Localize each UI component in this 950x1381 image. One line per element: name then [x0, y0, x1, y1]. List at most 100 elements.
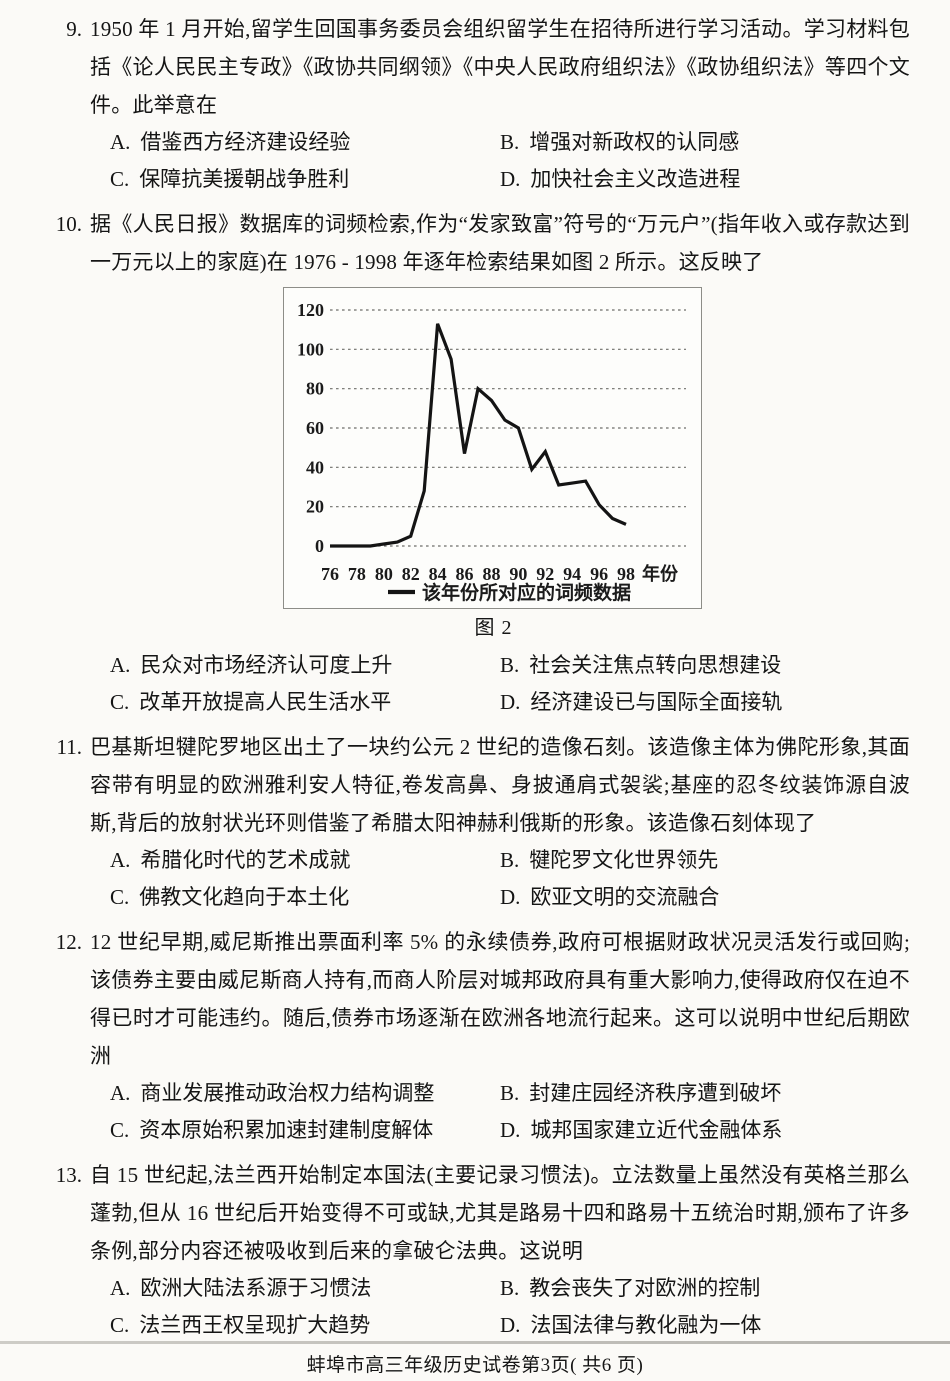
- option-label: D.: [500, 690, 521, 714]
- option-text: 改革开放提高人民生活水平: [139, 690, 392, 714]
- option-text: 经济建设已与国际全面接轨: [530, 690, 783, 714]
- question-body: 巴基斯坦犍陀罗地区出土了一块约公元 2 世纪的造像石刻。该造像主体为佛陀形象,其…: [90, 728, 910, 916]
- option-text: 借鉴西方经济建设经验: [140, 130, 351, 154]
- x-tick-label: 90: [509, 564, 527, 584]
- option-label: D.: [500, 167, 521, 191]
- x-tick-label: 86: [456, 564, 474, 584]
- option-b: B. 教会丧失了对欧洲的控制: [500, 1270, 910, 1307]
- option-label: B.: [500, 1276, 520, 1300]
- options-grid: A. 民众对市场经济认可度上升 B. 社会关注焦点转向思想建设 C. 改革开放提高人民…: [110, 647, 910, 721]
- x-tick-label: 96: [590, 564, 608, 584]
- y-tick-label: 100: [297, 339, 324, 359]
- x-tick-label: 92: [536, 564, 554, 584]
- option-text: 希腊化时代的艺术成就: [140, 848, 351, 872]
- option-text: 增强对新政权的认同感: [529, 130, 740, 154]
- option-label: C.: [110, 1118, 130, 1142]
- option-text: 封建庄园经济秩序遭到破坏: [529, 1081, 782, 1105]
- option-label: B.: [500, 848, 520, 872]
- option-a: A. 商业发展推动政治权力结构调整: [110, 1075, 500, 1112]
- question-10: 10. 据《人民日报》数据库的词频检索,作为“发家致富”符号的“万元户”(指年收…: [40, 205, 910, 721]
- option-text: 犍陀罗文化世界领先: [529, 848, 719, 872]
- x-tick-label: 94: [563, 564, 581, 584]
- option-text: 欧洲大陆法系源于习惯法: [140, 1276, 372, 1300]
- option-text: 法国法律与教化融为一体: [530, 1313, 762, 1337]
- question-number: 12.: [55, 930, 82, 954]
- option-label: A.: [110, 653, 131, 677]
- option-b: B. 封建庄园经济秩序遭到破坏: [500, 1075, 910, 1112]
- question-number: 11.: [56, 735, 82, 759]
- y-tick-label: 0: [315, 536, 324, 556]
- option-d: D. 加快社会主义改造进程: [500, 161, 910, 198]
- question-stem: 自 15 世纪起,法兰西开始制定本国法(主要记录习惯法)。立法数量上虽然没有英格…: [90, 1163, 910, 1263]
- option-c: C. 佛教文化趋向于本土化: [110, 879, 500, 916]
- option-text: 保障抗美援朝战争胜利: [139, 167, 350, 191]
- question-number: 9.: [66, 17, 82, 41]
- option-label: D.: [500, 885, 521, 909]
- y-tick-label: 60: [306, 418, 324, 438]
- question-9: 9. 1950 年 1 月开始,留学生回国事务委员会组织留学生在招待所进行学习活…: [40, 10, 910, 198]
- option-d: D. 经济建设已与国际全面接轨: [500, 684, 910, 721]
- y-tick-label: 80: [306, 379, 324, 399]
- x-tick-label: 80: [375, 564, 393, 584]
- x-tick-label: 76: [321, 564, 339, 584]
- x-tick-label: 84: [429, 564, 447, 584]
- option-label: B.: [500, 130, 520, 154]
- scan-edge-artifact: [0, 1341, 950, 1344]
- question-12: 12. 12 世纪早期,威尼斯推出票面利率 5% 的永续债券,政府可根据财政状况…: [40, 923, 910, 1149]
- option-label: C.: [110, 167, 130, 191]
- option-text: 社会关注焦点转向思想建设: [529, 653, 782, 677]
- option-text: 欧亚文明的交流融合: [530, 885, 720, 909]
- x-axis-label: 年份: [642, 563, 679, 584]
- y-tick-label: 40: [306, 457, 324, 477]
- option-text: 教会丧失了对欧洲的控制: [529, 1276, 761, 1300]
- options-grid: A. 借鉴西方经济建设经验 B. 增强对新政权的认同感 C. 保障抗美援朝战争胜利 D…: [110, 124, 910, 198]
- option-b: B. 增强对新政权的认同感: [500, 124, 910, 161]
- option-b: B. 社会关注焦点转向思想建设: [500, 647, 910, 684]
- option-a: A. 希腊化时代的艺术成就: [110, 842, 500, 879]
- frequency-line: [330, 323, 627, 548]
- question-stem: 据《人民日报》数据库的词频检索,作为“发家致富”符号的“万元户”(指年收入或存款…: [90, 212, 910, 274]
- option-d: D. 法国法律与教化融为一体: [500, 1307, 910, 1344]
- option-label: A.: [110, 1276, 131, 1300]
- option-a: A. 借鉴西方经济建设经验: [110, 124, 500, 161]
- legend-label: 该年份所对应的词频数据: [422, 581, 631, 604]
- option-text: 佛教文化趋向于本土化: [139, 885, 350, 909]
- option-label: C.: [110, 885, 130, 909]
- option-text: 加快社会主义改造进程: [530, 167, 741, 191]
- options-grid: A. 希腊化时代的艺术成就 B. 犍陀罗文化世界领先 C. 佛教文化趋向于本土化 D.…: [110, 842, 910, 916]
- option-b: B. 犍陀罗文化世界领先: [500, 842, 910, 879]
- option-label: A.: [110, 848, 131, 872]
- word-frequency-chart: 0 20 40 60 80 100 120 76 78 80 82 84 86 88 90 92 94 96 98 年…: [283, 287, 702, 609]
- figure-caption: 图 2: [474, 617, 513, 639]
- option-d: D. 城邦国家建立近代金融体系: [500, 1112, 910, 1149]
- figure-2: 0 20 40 60 80 100 120 76 78 80 82 84 86 88 90 92 94 96 98 年…: [283, 287, 704, 647]
- question-body: 据《人民日报》数据库的词频检索,作为“发家致富”符号的“万元户”(指年收入或存款…: [90, 205, 910, 721]
- question-stem: 12 世纪早期,威尼斯推出票面利率 5% 的永续债券,政府可根据财政状况灵活发行…: [90, 930, 910, 1068]
- question-stem: 1950 年 1 月开始,留学生回国事务委员会组织留学生在招待所进行学习活动。学…: [90, 17, 910, 117]
- option-label: A.: [110, 130, 131, 154]
- option-c: C. 法兰西王权呈现扩大趋势: [110, 1307, 500, 1344]
- option-label: B.: [500, 1081, 520, 1105]
- option-a: A. 欧洲大陆法系源于习惯法: [110, 1270, 500, 1307]
- options-grid: A. 欧洲大陆法系源于习惯法 B. 教会丧失了对欧洲的控制 C. 法兰西王权呈现扩大趋…: [110, 1270, 910, 1344]
- option-text: 法兰西王权呈现扩大趋势: [139, 1313, 371, 1337]
- page-footer: 蚌埠市高三年级历史试卷第3页( 共6 页): [306, 1355, 644, 1376]
- question-body: 12 世纪早期,威尼斯推出票面利率 5% 的永续债券,政府可根据财政状况灵活发行…: [90, 923, 910, 1149]
- question-stem: 巴基斯坦犍陀罗地区出土了一块约公元 2 世纪的造像石刻。该造像主体为佛陀形象,其…: [90, 735, 910, 835]
- option-label: A.: [110, 1081, 131, 1105]
- y-tick-label: 20: [306, 497, 324, 517]
- option-c: C. 改革开放提高人民生活水平: [110, 684, 500, 721]
- option-d: D. 欧亚文明的交流融合: [500, 879, 910, 916]
- question-body: 1950 年 1 月开始,留学生回国事务委员会组织留学生在招待所进行学习活动。学…: [90, 10, 910, 198]
- option-c: C. 资本原始积累加速封建制度解体: [110, 1112, 500, 1149]
- option-a: A. 民众对市场经济认可度上升: [110, 647, 500, 684]
- option-text: 城邦国家建立近代金融体系: [530, 1118, 783, 1142]
- y-tick-label: 120: [297, 300, 324, 320]
- frequency-line-chart-svg: 0 20 40 60 80 100 120 76 78 80 82 84 86 88 90 92 94 96 98 年…: [297, 300, 686, 604]
- question-body: 自 15 世纪起,法兰西开始制定本国法(主要记录习惯法)。立法数量上虽然没有英格…: [90, 1156, 910, 1344]
- options-grid: A. 商业发展推动政治权力结构调整 B. 封建庄园经济秩序遭到破坏 C. 资本原始积累…: [110, 1075, 910, 1149]
- x-tick-label: 78: [348, 564, 366, 584]
- question-11: 11. 巴基斯坦犍陀罗地区出土了一块约公元 2 世纪的造像石刻。该造像主体为佛陀…: [40, 728, 910, 916]
- option-label: C.: [110, 690, 130, 714]
